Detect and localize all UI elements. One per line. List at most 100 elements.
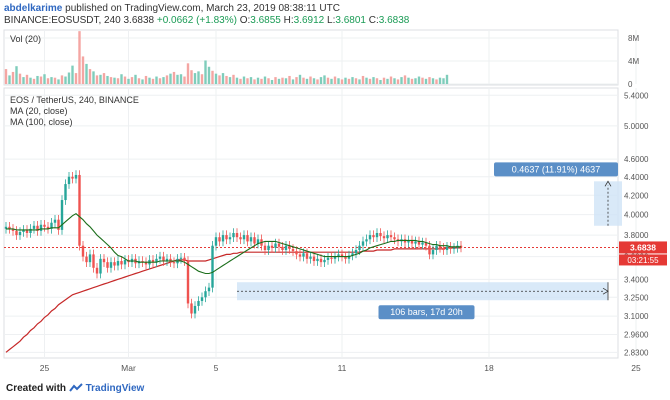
volume-bar: [109, 77, 113, 84]
volume-bar: [64, 76, 67, 84]
ohlc-low-label: L:: [327, 15, 336, 26]
volume-bar: [239, 78, 242, 84]
candle-body: [281, 246, 284, 251]
candle-body: [298, 254, 302, 257]
candle-body: [407, 240, 410, 243]
volume-bar: [207, 66, 211, 84]
last-price-text: 3.6838: [123, 15, 155, 26]
price-axis-label: 2.9600: [624, 330, 649, 339]
candle-body: [225, 235, 228, 240]
volume-bar: [134, 74, 137, 84]
candle-body: [435, 245, 438, 251]
ohlc-open-value: 3.6855: [250, 15, 281, 26]
ohlc-high-value: 3.6912: [293, 15, 325, 26]
volume-axis: 8M 4M 0: [628, 34, 639, 89]
volume-bar: [260, 78, 263, 84]
ohlc-close-label: C:: [368, 15, 379, 26]
candle-body: [64, 184, 67, 201]
candle-body: [249, 237, 253, 242]
volume-axis-label: 4M: [628, 57, 639, 66]
candle-body: [81, 245, 85, 257]
time-axis-label: 25: [631, 363, 641, 373]
volume-axis-label: 8M: [628, 34, 639, 43]
candle-body: [190, 303, 193, 314]
volume-bar: [137, 78, 141, 84]
candle-body: [365, 239, 368, 242]
ohlc-open-label: O:: [239, 15, 251, 26]
volume-bar: [442, 78, 445, 84]
volume-axis-label: 0: [628, 80, 633, 89]
candle-body: [144, 262, 148, 265]
author-name[interactable]: abdelkarime: [4, 3, 63, 14]
candle-body: [193, 305, 197, 314]
volume-bar: [344, 77, 347, 84]
candle-body: [158, 256, 162, 259]
volume-bar: [228, 77, 232, 84]
volume-bar: [358, 79, 361, 84]
volume-bar: [330, 78, 333, 84]
volume-bar: [316, 79, 319, 84]
candle-body: [351, 253, 354, 256]
candle-body: [414, 241, 417, 244]
volume-bar: [333, 76, 337, 84]
candle-body: [312, 256, 316, 262]
volume-bar: [39, 76, 43, 84]
candle-body: [372, 235, 375, 238]
candle-body: [438, 245, 442, 248]
tradingview-brand[interactable]: TradingView: [85, 383, 145, 394]
candle-body: [36, 225, 39, 231]
volume-bar: [256, 77, 260, 84]
volume-bar: [386, 78, 389, 84]
candle-body: [120, 261, 123, 265]
candle-body: [113, 262, 116, 266]
candle-body: [410, 240, 414, 244]
volume-bar: [284, 78, 288, 84]
candle-body: [214, 237, 218, 246]
candle-body: [368, 235, 372, 240]
volume-bar: [400, 77, 403, 84]
price-grid: [4, 88, 637, 358]
last-price-tag: 3.6838: [630, 242, 656, 252]
legend-ma20: MA (20, close): [10, 106, 68, 116]
volume-bar: [183, 76, 186, 84]
candle-body: [183, 257, 186, 262]
volume-bar: [246, 78, 249, 84]
volume-bar: [368, 78, 372, 84]
volume-bar: [312, 78, 316, 84]
candle-body: [50, 222, 53, 229]
volume-bar: [29, 77, 32, 84]
candle-body: [57, 219, 60, 230]
candle-body: [442, 247, 445, 251]
change-text: +0.0662 (+1.83%): [156, 15, 237, 26]
price-axis: 5.4000 5.0000 4.6000 4.4000 4.2000 4.0000 3.80…: [624, 91, 649, 357]
candle-body: [29, 228, 32, 234]
price-axis-label: 4.4000: [624, 173, 649, 182]
candle-body: [67, 176, 71, 185]
volume-bar: [158, 78, 162, 84]
volume-bar: [347, 78, 351, 84]
candle-body: [452, 247, 456, 249]
volume-bar: [319, 77, 323, 84]
candle-body: [316, 258, 319, 262]
candle-body: [417, 241, 421, 245]
candle-body: [179, 257, 183, 259]
price-pane-title: EOS / TetherUS, 240, BINANCE: [10, 95, 139, 105]
candle-body: [323, 259, 326, 263]
volume-bar: [295, 77, 298, 84]
volume-bar: [74, 73, 78, 84]
publish-header: abdelkarime published on TradingView.com…: [4, 3, 340, 14]
candle-body: [200, 297, 204, 301]
candle-body: [337, 254, 340, 257]
candle-body: [211, 245, 214, 288]
volume-bar: [172, 71, 176, 84]
ma100-line: [5, 247, 461, 353]
candle-body: [88, 254, 92, 263]
volume-bar: [67, 72, 71, 84]
candle-body: [22, 229, 25, 232]
time-axis-label: 18: [484, 363, 494, 373]
volume-bar: [176, 74, 179, 84]
candle-body: [361, 241, 365, 246]
candle-body: [424, 242, 428, 246]
candle-body: [319, 258, 323, 263]
